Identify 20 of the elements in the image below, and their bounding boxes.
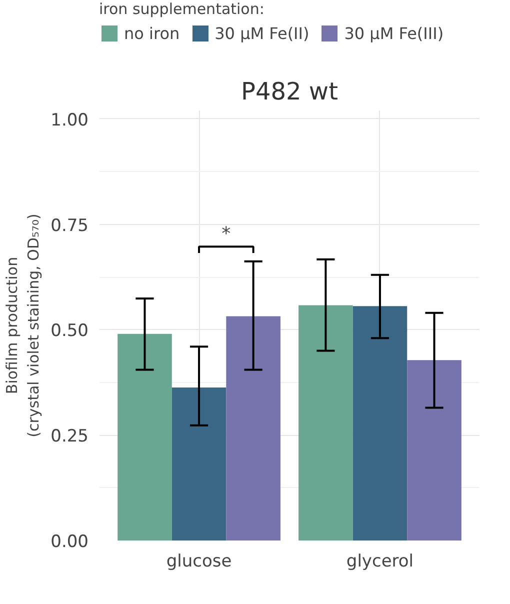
- y-tick-label: 0.50: [50, 321, 89, 342]
- y-tick-label: 1.00: [50, 110, 89, 130]
- chart-title: P482 wt: [241, 78, 338, 106]
- bar: [352, 306, 408, 540]
- y-axis-title: Biofilm production (crystal violet staining, OD₅₇₀): [3, 214, 43, 438]
- bar: [407, 360, 462, 540]
- legend-label: 30 µM Fe(II): [214, 24, 310, 42]
- y-tick-label: 0.75: [50, 216, 89, 236]
- y-tick-label: 0.00: [50, 532, 89, 552]
- annotation: *: [222, 224, 231, 245]
- bar: [298, 305, 353, 540]
- legend-title: iron supplementation:: [99, 0, 266, 18]
- bar: [226, 316, 280, 540]
- legend-label: 30 µM Fe(III): [344, 24, 444, 42]
- legend-label: no iron: [124, 24, 180, 42]
- x-tick-label: glycerol: [346, 552, 414, 572]
- y-tick-label: 0.25: [50, 426, 89, 447]
- bar: [118, 334, 172, 540]
- x-tick-label: glucose: [166, 552, 232, 572]
- bar: [172, 387, 226, 540]
